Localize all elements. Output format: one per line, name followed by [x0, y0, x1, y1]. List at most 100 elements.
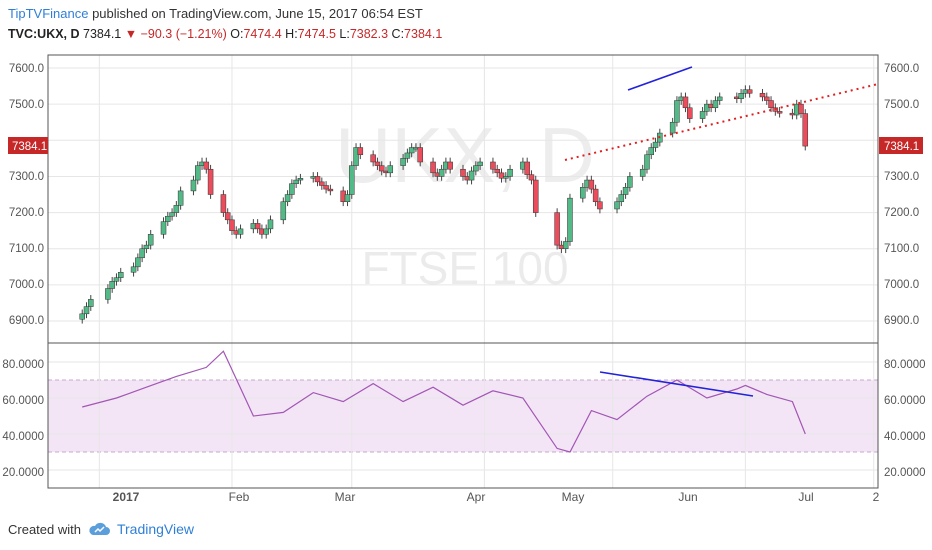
- candle-up: [622, 187, 629, 195]
- candle-up: [738, 93, 744, 99]
- time-label: 2017: [113, 490, 140, 504]
- time-label: Feb: [229, 490, 250, 504]
- candle-up: [237, 228, 244, 235]
- candle-up: [190, 179, 197, 192]
- candle-down: [417, 147, 423, 163]
- price-tick-right: 6900.0: [884, 315, 919, 327]
- candle-up: [143, 244, 150, 249]
- candle-down: [327, 188, 334, 192]
- low-label: L:: [339, 27, 350, 41]
- price-tick-right: 7200.0: [884, 207, 919, 219]
- candle-down: [682, 96, 689, 109]
- candle-down: [357, 147, 364, 156]
- rsi-tick-right: 60.0000: [884, 395, 926, 407]
- time-label: Jun: [678, 490, 697, 504]
- candle-up: [194, 165, 201, 181]
- candle-down: [592, 188, 599, 203]
- candle-down: [588, 179, 595, 190]
- rsi-axis-right: 80.0000 60.0000 40.0000 20.0000: [884, 359, 926, 479]
- candle-up: [387, 165, 394, 174]
- last-price-badge-left: [8, 137, 48, 154]
- candle-up: [644, 154, 650, 170]
- symbol-label: TVC:UKX, D: [8, 27, 80, 41]
- candle-down: [776, 111, 783, 114]
- last-price-badge-right: [879, 137, 923, 154]
- created-with-text: Created with: [8, 521, 81, 537]
- candle-up: [669, 121, 676, 134]
- candle-down: [319, 181, 325, 186]
- candle-up: [280, 201, 287, 221]
- grid-lines: [48, 55, 878, 488]
- candle-up: [135, 257, 141, 268]
- publisher-name[interactable]: TipTVFinance: [8, 6, 89, 21]
- price-tick-right: 7600.0: [884, 63, 919, 75]
- rsi-tick-right: 80.0000: [884, 359, 926, 371]
- candle-up: [468, 170, 475, 181]
- open-label: O:: [230, 27, 244, 41]
- candle-down: [224, 212, 231, 221]
- candle-down: [374, 161, 381, 166]
- time-label: May: [562, 490, 585, 504]
- time-label: 2: [873, 490, 880, 504]
- candle-up: [353, 147, 359, 166]
- candle-down: [229, 219, 235, 231]
- price-trendline-blue[interactable]: [627, 66, 693, 91]
- candle-down: [447, 161, 453, 170]
- candle-up: [284, 194, 291, 203]
- candle-down: [314, 176, 321, 183]
- candle-up: [699, 111, 706, 119]
- rsi-tick-left: 20.0000: [2, 467, 44, 479]
- rsi-tick-left: 40.0000: [2, 431, 44, 443]
- price-tick-left: 7000.0: [9, 279, 44, 291]
- chart-header-publisher: TipTVFinance published on TradingView.co…: [8, 6, 423, 21]
- rsi-trendline-blue[interactable]: [599, 371, 754, 397]
- tradingview-brand-link[interactable]: TradingView: [116, 521, 195, 537]
- candle-up: [88, 299, 94, 307]
- candle-up: [344, 194, 351, 203]
- candle-up: [503, 176, 509, 179]
- rsi-tick-left: 80.0000: [2, 359, 44, 371]
- down-arrow-icon: ▼: [124, 27, 138, 41]
- candle-down: [746, 89, 753, 94]
- price-tick-left: 7200.0: [9, 207, 44, 219]
- time-label: Jul: [798, 490, 813, 504]
- candle-up: [267, 219, 274, 230]
- low-value: 7382.3: [349, 27, 389, 41]
- candle-up: [105, 288, 111, 300]
- last-price-badge-right-text: 7384.1: [884, 141, 919, 153]
- candle-up: [639, 168, 646, 177]
- candle-down: [498, 172, 505, 179]
- close-value: 7384.1: [404, 27, 443, 41]
- candle-down: [764, 96, 770, 101]
- candle-down: [768, 100, 774, 109]
- price-pane-frame: [47, 54, 879, 344]
- price-tick-right: 7300.0: [884, 171, 919, 183]
- rsi-pane-frame: [47, 342, 879, 489]
- candle-down: [494, 168, 500, 174]
- candle-down: [597, 201, 603, 210]
- price-tick-left: 7100.0: [9, 243, 44, 255]
- candle-down: [254, 223, 261, 230]
- candle-up: [580, 187, 586, 199]
- candle-up: [712, 100, 719, 109]
- candle-up: [160, 221, 167, 235]
- candle-down: [759, 93, 766, 98]
- candle-up: [165, 215, 171, 222]
- price-trendline-red-dotted[interactable]: [564, 83, 879, 161]
- candle-up: [173, 205, 180, 213]
- chart-header-ohlc: TVC:UKX, D 7384.1 ▼ −90.3 (−1.21%) O:747…: [8, 27, 442, 41]
- price-tick-left: 7500.0: [9, 99, 44, 111]
- candle-up: [117, 271, 124, 278]
- candle-up: [139, 248, 145, 259]
- price-tick-right: 7100.0: [884, 243, 919, 255]
- candle-up: [562, 241, 569, 250]
- candle-down: [460, 168, 466, 177]
- candlestick-chart[interactable]: UKX, D FTSE 100 7600.0 7500.0 7300.0 720…: [0, 0, 932, 515]
- watermark-name: FTSE 100: [361, 242, 568, 294]
- candle-up: [477, 161, 483, 166]
- price-tick-left: 6900.0: [9, 315, 44, 327]
- close-label: C:: [391, 27, 405, 41]
- candle-up: [147, 234, 154, 246]
- candle-down: [554, 212, 560, 246]
- rsi-tick-right: 40.0000: [884, 431, 926, 443]
